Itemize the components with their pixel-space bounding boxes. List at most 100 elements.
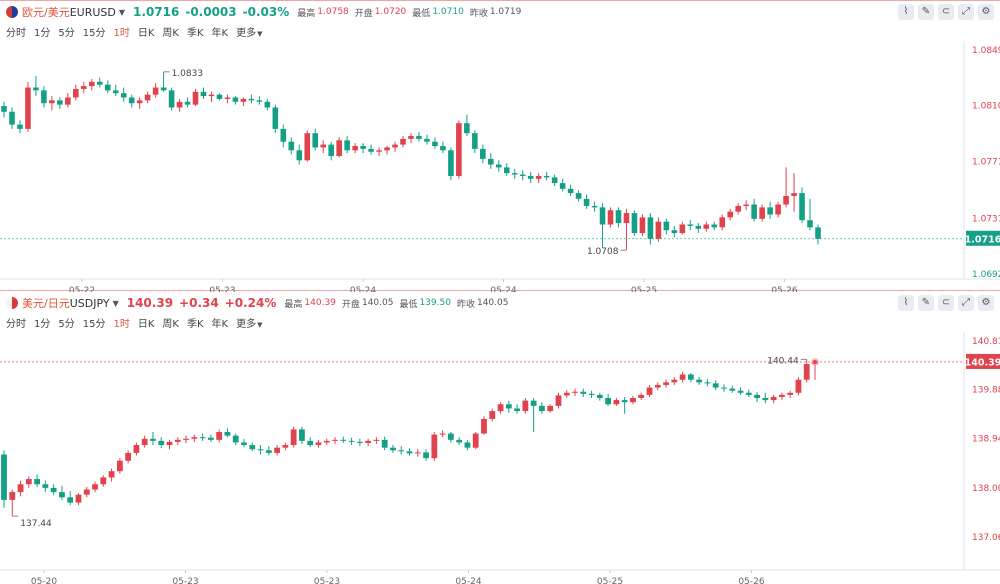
candle-body[interactable] — [503, 167, 510, 174]
candle-body[interactable] — [340, 439, 347, 441]
candle-body[interactable] — [596, 394, 603, 399]
candle-body[interactable] — [639, 217, 646, 234]
usdjpy-candlestick-chart[interactable]: 140.81 139.88 138.94 138.00 137.06 05-20 05-23… — [0, 292, 1000, 584]
candle-body[interactable] — [368, 148, 374, 152]
candle-body[interactable] — [288, 141, 295, 151]
candle-body[interactable] — [290, 429, 297, 446]
candle-body[interactable] — [423, 452, 429, 459]
candle-body[interactable] — [621, 400, 628, 403]
candle-body[interactable] — [83, 489, 90, 495]
candle-body[interactable] — [73, 88, 79, 98]
tab-1hour[interactable]: 1时 — [113, 27, 130, 39]
candle-body[interactable] — [216, 94, 223, 99]
candle-body[interactable] — [348, 440, 355, 442]
candle-body[interactable] — [312, 133, 319, 148]
candle-body[interactable] — [168, 90, 175, 108]
candle-body[interactable] — [408, 136, 414, 139]
candle-body[interactable] — [646, 387, 653, 395]
candle-body[interactable] — [92, 484, 98, 490]
candle-body[interactable] — [791, 193, 797, 196]
candle-body[interactable] — [241, 442, 247, 446]
candle-body[interactable] — [679, 374, 686, 380]
candle-body[interactable] — [81, 86, 87, 89]
candle-body[interactable] — [630, 398, 636, 403]
candle-body[interactable] — [150, 438, 156, 441]
candle-body[interactable] — [671, 230, 678, 234]
candle-body[interactable] — [315, 442, 322, 446]
candle-body[interactable] — [191, 437, 198, 439]
tab-5min[interactable]: 5分 — [58, 318, 75, 330]
candle-body[interactable] — [464, 123, 470, 134]
candle-body[interactable] — [112, 90, 119, 94]
candle-body[interactable] — [497, 404, 504, 412]
candle-body[interactable] — [464, 442, 471, 448]
candle-body[interactable] — [583, 198, 590, 206]
tab-more[interactable]: 更多▼ — [236, 315, 262, 330]
candle-body[interactable] — [257, 449, 264, 451]
candle-body[interactable] — [615, 210, 622, 224]
candle-body[interactable] — [406, 451, 413, 454]
candle-body[interactable] — [166, 441, 173, 446]
candle-body[interactable] — [1, 106, 7, 112]
candle-body[interactable] — [787, 392, 794, 395]
tab-timeshare[interactable]: 分时 — [6, 27, 26, 39]
candle-body[interactable] — [240, 98, 247, 102]
candle-body[interactable] — [200, 91, 207, 97]
line-chart-icon[interactable]: ⌇ — [898, 295, 914, 311]
candle-body[interactable] — [282, 445, 289, 448]
line-chart-icon[interactable]: ⌇ — [898, 4, 914, 20]
candle-body[interactable] — [580, 391, 587, 394]
candle-body[interactable] — [128, 97, 135, 104]
candle-body[interactable] — [711, 224, 718, 228]
candle-body[interactable] — [344, 140, 350, 151]
candle-body[interactable] — [488, 158, 494, 165]
draw-pen-icon[interactable]: ✎ — [918, 4, 934, 20]
candle-body[interactable] — [567, 188, 574, 194]
candle-body[interactable] — [743, 204, 749, 206]
candle-body[interactable] — [192, 91, 199, 105]
candle-body[interactable] — [511, 173, 518, 175]
settings-gear-icon[interactable]: ⚙ — [978, 295, 994, 311]
candle-body[interactable] — [456, 439, 463, 443]
candle-body[interactable] — [559, 183, 566, 189]
candle-body[interactable] — [356, 441, 363, 443]
candle-body[interactable] — [373, 439, 380, 441]
candle-body[interactable] — [264, 101, 271, 108]
candle-body[interactable] — [224, 431, 231, 436]
candle-body[interactable] — [299, 429, 305, 441]
candle-body[interactable] — [489, 411, 496, 419]
candle-body[interactable] — [432, 141, 438, 147]
candle-body[interactable] — [613, 400, 620, 405]
pair-name-cn[interactable]: 欧元/美元 — [22, 6, 70, 19]
candle-body[interactable] — [607, 210, 614, 225]
settings-gear-icon[interactable]: ⚙ — [978, 4, 994, 20]
candle-body[interactable] — [522, 400, 529, 412]
candle-body[interactable] — [390, 447, 396, 451]
candle-body[interactable] — [400, 138, 406, 145]
candle-body[interactable] — [695, 225, 702, 229]
candle-body[interactable] — [767, 207, 773, 215]
candle-body[interactable] — [360, 146, 366, 149]
candle-body[interactable] — [547, 405, 554, 412]
candle-body[interactable] — [376, 150, 382, 152]
candle-body[interactable] — [199, 437, 206, 439]
candle-body[interactable] — [759, 207, 765, 219]
candle-body[interactable] — [152, 87, 159, 95]
candle-body[interactable] — [280, 128, 287, 142]
candle-body[interactable] — [735, 205, 741, 212]
candle-body[interactable] — [807, 220, 813, 228]
candle-body[interactable] — [605, 398, 612, 405]
candle-body[interactable] — [17, 484, 24, 493]
tab-quarterly[interactable]: 季K — [186, 318, 204, 330]
candle-body[interactable] — [770, 396, 777, 401]
candle-body[interactable] — [519, 174, 526, 176]
candle-body[interactable] — [320, 144, 327, 148]
candle-body[interactable] — [527, 175, 534, 179]
candle-body[interactable] — [754, 394, 760, 399]
fullscreen-icon[interactable]: ⤢ — [958, 295, 974, 311]
candle-body[interactable] — [158, 440, 165, 446]
candle-body[interactable] — [472, 133, 478, 149]
candle-body[interactable] — [100, 477, 107, 485]
candle-body[interactable] — [663, 221, 670, 231]
draw-pen-icon[interactable]: ✎ — [918, 295, 934, 311]
